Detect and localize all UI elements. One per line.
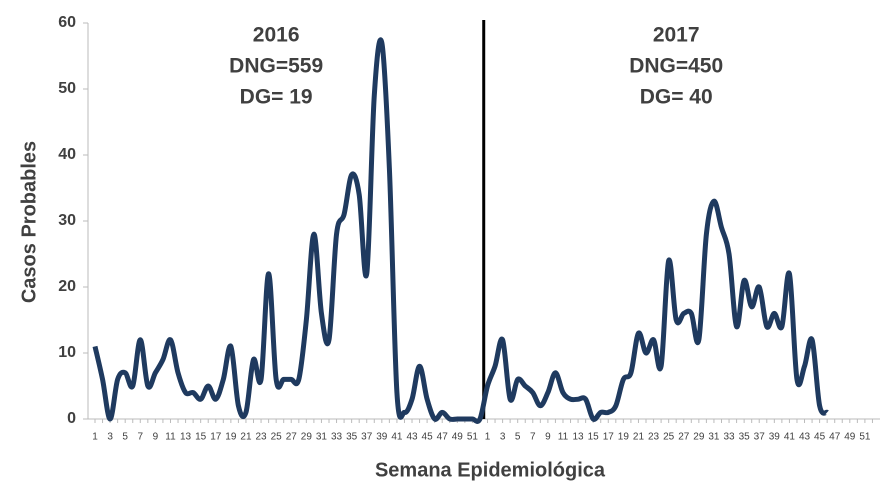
x-tick-label: 21 <box>633 432 645 443</box>
x-tick-label: 17 <box>210 432 222 443</box>
x-tick-label: 11 <box>165 432 176 443</box>
x-tick-label: 37 <box>754 432 766 443</box>
x-tick-label: 29 <box>301 432 313 443</box>
x-tick-label: 15 <box>195 432 207 443</box>
x-tick-label: 9 <box>153 432 159 443</box>
annotation: 2016 <box>253 24 300 47</box>
annotation: DG= 40 <box>640 86 713 109</box>
x-tick-label: 7 <box>138 432 144 443</box>
x-tick-label: 17 <box>603 432 615 443</box>
x-tick-label: 13 <box>573 432 585 443</box>
y-tick-label: 60 <box>58 14 76 31</box>
x-tick-label: 25 <box>663 432 675 443</box>
x-tick-label: 43 <box>406 432 418 443</box>
x-tick-label: 39 <box>376 432 388 443</box>
y-tick-label: 40 <box>58 146 76 163</box>
x-tick-label: 27 <box>286 432 298 443</box>
x-tick-label: 5 <box>515 432 521 443</box>
x-tick-label: 1 <box>485 432 491 443</box>
x-tick-label: 47 <box>829 432 841 443</box>
x-tick-label: 19 <box>618 432 630 443</box>
x-tick-label: 37 <box>361 432 373 443</box>
x-tick-label: 27 <box>678 432 690 443</box>
x-tick-label: 29 <box>693 432 705 443</box>
x-tick-label: 39 <box>769 432 781 443</box>
y-tick-label: 20 <box>58 278 76 295</box>
x-tick-label: 35 <box>346 432 358 443</box>
x-tick-label: 33 <box>331 432 343 443</box>
x-tick-label: 35 <box>739 432 751 443</box>
x-tick-label: 9 <box>545 432 551 443</box>
x-tick-label: 3 <box>500 432 506 443</box>
data-line <box>92 37 829 424</box>
x-tick-label: 19 <box>225 432 237 443</box>
x-tick-label: 43 <box>799 432 811 443</box>
x-tick-label: 15 <box>588 432 600 443</box>
x-tick-label: 31 <box>708 432 720 443</box>
x-tick-label: 23 <box>255 432 267 443</box>
x-tick-label: 21 <box>240 432 252 443</box>
x-tick-label: 13 <box>180 432 192 443</box>
x-tick-label: 3 <box>107 432 113 443</box>
x-tick-label: 7 <box>530 432 536 443</box>
x-tick-label: 41 <box>391 432 403 443</box>
x-tick-label: 45 <box>814 432 826 443</box>
annotation: 2017 <box>653 24 700 47</box>
x-axis-title: Semana Epidemiológica <box>375 459 606 481</box>
x-tick-label: 11 <box>558 432 569 443</box>
x-tick-label: 47 <box>437 432 449 443</box>
x-tick-label: 45 <box>422 432 434 443</box>
x-tick-label: 51 <box>859 432 871 443</box>
x-tick-label: 23 <box>648 432 660 443</box>
x-tick-label: 25 <box>271 432 283 443</box>
y-tick-label: 0 <box>67 410 76 427</box>
x-tick-label: 41 <box>784 432 796 443</box>
y-tick-label: 30 <box>58 212 76 229</box>
x-tick-label: 49 <box>844 432 856 443</box>
x-tick-label: 51 <box>467 432 479 443</box>
y-tick-label: 10 <box>58 344 76 361</box>
x-tick-label: 1 <box>92 432 98 443</box>
annotation: DG= 19 <box>240 86 313 109</box>
annotation: DNG=559 <box>229 55 323 78</box>
x-tick-label: 49 <box>452 432 464 443</box>
x-tick-label: 31 <box>316 432 328 443</box>
x-tick-label: 33 <box>723 432 735 443</box>
y-tick-label: 50 <box>58 80 76 97</box>
y-axis-title: Casos Probables <box>18 141 40 303</box>
x-tick-label: 5 <box>122 432 128 443</box>
annotation: DNG=450 <box>629 55 723 78</box>
